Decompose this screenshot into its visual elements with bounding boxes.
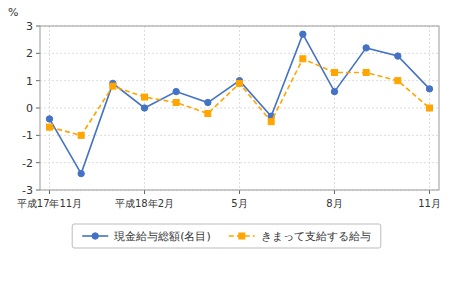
marker [78, 132, 84, 138]
marker [395, 53, 401, 59]
marker [427, 105, 433, 111]
x-tick [144, 190, 145, 194]
marker [268, 119, 274, 125]
plot-frame [40, 26, 439, 190]
y-tick [36, 108, 40, 109]
marker [363, 45, 369, 51]
y-tick-label: 1 [26, 75, 33, 88]
y-tick-label: -3 [22, 184, 33, 197]
x-tick-label: 平成18年2月 [115, 198, 174, 209]
x-tick [49, 190, 50, 194]
x-grid-line [239, 26, 240, 190]
axes: -3 -2 -1 0 1 2 3 平成17年11月 平成18年2月 5月 8月 11月 [17, 20, 441, 209]
series-line [50, 59, 430, 136]
y-tick [36, 135, 40, 136]
x-tick-label: 11月 [418, 198, 441, 209]
y-tick-label: 3 [26, 20, 33, 33]
marker [78, 170, 84, 176]
y-tick-label: 0 [26, 102, 33, 115]
marker [237, 80, 243, 86]
marker [173, 88, 179, 94]
marker [173, 100, 179, 106]
y-tick [36, 162, 40, 163]
marker [363, 69, 369, 75]
marker [395, 78, 401, 84]
y-tick [36, 190, 40, 191]
marker [47, 124, 53, 130]
y-tick-label: 2 [26, 47, 33, 60]
marker [110, 83, 116, 89]
x-tick-label: 8月 [326, 198, 342, 209]
marker [331, 88, 337, 94]
x-grid-line [334, 26, 335, 190]
marker [205, 110, 211, 116]
x-tick-label: 5月 [231, 198, 247, 209]
chart: -3 -2 -1 0 1 2 3 平成17年11月 平成18年2月 5月 8月 11月% 現金給与総額(… [0, 0, 453, 285]
x-tick [334, 190, 335, 194]
y-tick [36, 26, 40, 27]
y-tick [36, 53, 40, 54]
marker [239, 233, 245, 239]
marker [426, 86, 432, 92]
y-tick [36, 80, 40, 81]
marker [92, 233, 98, 239]
legend-label: きまって支給する給与 [261, 230, 371, 243]
x-tick [239, 190, 240, 194]
x-tick-label: 平成17年11月 [17, 198, 82, 209]
legend-item: 現金給与総額(名目) [82, 230, 211, 243]
legend-item: きまって支給する給与 [229, 230, 371, 243]
marker [332, 69, 338, 75]
y-grid-line [40, 53, 439, 54]
marker [205, 99, 211, 105]
y-tick-label: -2 [22, 157, 33, 170]
marker [300, 56, 306, 62]
legend-label: 現金給与総額(名目) [114, 230, 211, 243]
marker [46, 116, 52, 122]
marker [300, 31, 306, 37]
legend: 現金給与総額(名目) きまって支給する給与 [72, 224, 381, 248]
legend-frame [72, 224, 381, 248]
marker [141, 105, 147, 111]
y-tick-label: -1 [22, 129, 33, 142]
plot-data [46, 31, 432, 177]
x-grid-line [49, 26, 50, 190]
x-tick [429, 190, 430, 194]
marker [142, 94, 148, 100]
y-axis-label: % [8, 6, 18, 19]
grid [40, 26, 439, 190]
series-line [50, 34, 430, 173]
